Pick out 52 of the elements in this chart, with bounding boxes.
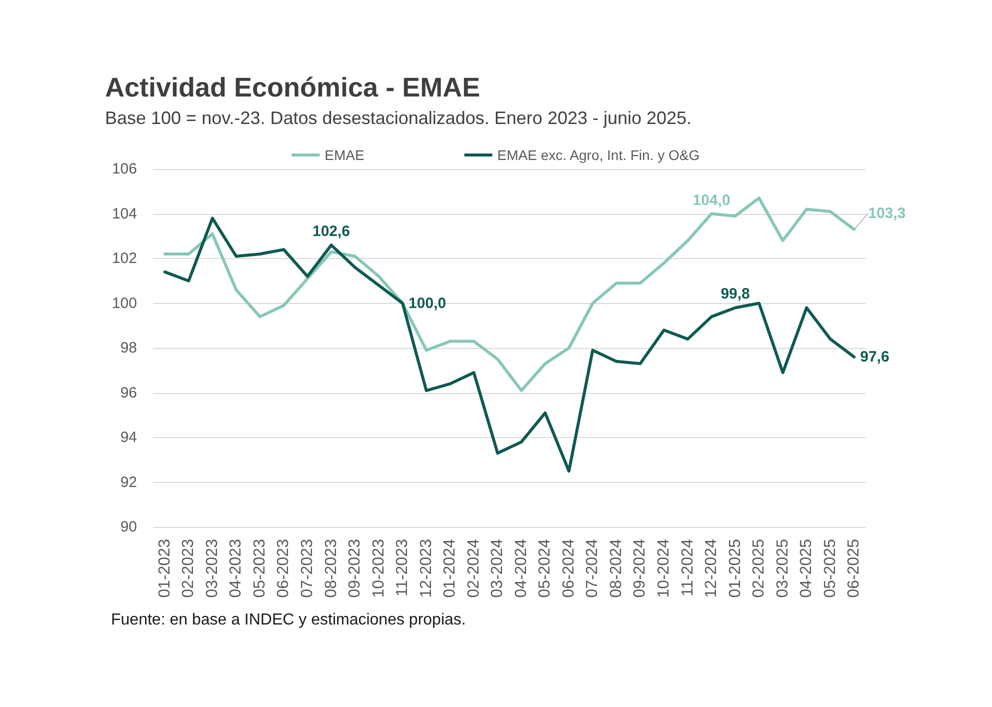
x-tick-label: 04-2024 bbox=[512, 538, 530, 598]
data-label: 100,0 bbox=[408, 294, 446, 312]
x-tick-label: 08-2023 bbox=[322, 538, 340, 598]
x-tick-label: 01-2023 bbox=[156, 538, 174, 598]
x-tick-label: 07-2024 bbox=[584, 538, 602, 598]
x-tick-label: 11-2023 bbox=[394, 538, 412, 597]
x-tick-label: 03-2025 bbox=[774, 538, 792, 598]
y-tick-label: 92 bbox=[120, 474, 137, 491]
x-tick-label: 06-2025 bbox=[846, 538, 863, 598]
x-tick-label: 09-2023 bbox=[346, 538, 364, 598]
x-tick-label: 04-2025 bbox=[798, 538, 816, 598]
legend-label: EMAE exc. Agro, Int. Fin. y O&G bbox=[497, 147, 700, 163]
legend-label: EMAE bbox=[324, 147, 364, 163]
y-tick-label: 90 bbox=[120, 518, 137, 536]
x-tick-label: 09-2024 bbox=[632, 538, 649, 598]
x-tick-label: 12-2023 bbox=[418, 538, 435, 598]
line-series bbox=[163, 216, 856, 473]
x-tick-label: 02-2023 bbox=[180, 538, 198, 598]
data-label: 103,3 bbox=[868, 204, 906, 222]
source-note: Fuente: en base a INDEC y estimaciones propias. bbox=[111, 612, 466, 628]
chart-title: Actividad Económica - EMAE bbox=[105, 72, 480, 102]
y-tick-label: 102 bbox=[112, 250, 137, 267]
y-tick-label: 96 bbox=[120, 384, 137, 402]
x-tick-label: 05-2025 bbox=[822, 538, 839, 598]
x-tick-label: 01-2024 bbox=[442, 538, 459, 598]
data-label: 97,6 bbox=[860, 348, 890, 366]
y-tick-label: 100 bbox=[112, 294, 137, 312]
x-tick-label: 01-2025 bbox=[726, 538, 744, 598]
y-tick-label: 104 bbox=[112, 205, 137, 222]
y-tick-label: 106 bbox=[112, 160, 137, 178]
x-tick-label: 10-2024 bbox=[655, 538, 672, 598]
x-tick-label: 05-2024 bbox=[536, 538, 554, 598]
x-tick-label: 10-2023 bbox=[370, 538, 388, 598]
data-label: 102,6 bbox=[312, 223, 350, 240]
data-label: 99,8 bbox=[720, 286, 750, 303]
x-tick-label: 12-2024 bbox=[703, 538, 720, 598]
x-tick-label: 07-2023 bbox=[298, 538, 316, 598]
line-series bbox=[163, 196, 856, 392]
x-tick-label: 05-2023 bbox=[251, 538, 268, 598]
data-label: 104,0 bbox=[692, 192, 730, 209]
y-tick-label: 98 bbox=[120, 340, 137, 356]
x-tick-label: 08-2024 bbox=[608, 538, 625, 598]
x-tick-label: 02-2025 bbox=[750, 538, 768, 598]
x-tick-label: 06-2024 bbox=[560, 538, 578, 598]
x-tick-label: 03-2024 bbox=[489, 538, 506, 598]
x-tick-label: 03-2023 bbox=[204, 538, 221, 598]
x-tick-label: 02-2024 bbox=[465, 538, 482, 598]
y-tick-label: 94 bbox=[120, 429, 137, 446]
x-tick-label: 06-2023 bbox=[275, 538, 292, 598]
x-tick-label: 11-2024 bbox=[679, 538, 696, 597]
chart-subtitle: Base 100 = nov.-23. Datos desestacionalizados. Enero 2023 - junio 2025. bbox=[105, 108, 692, 128]
x-tick-label: 04-2023 bbox=[228, 538, 245, 598]
